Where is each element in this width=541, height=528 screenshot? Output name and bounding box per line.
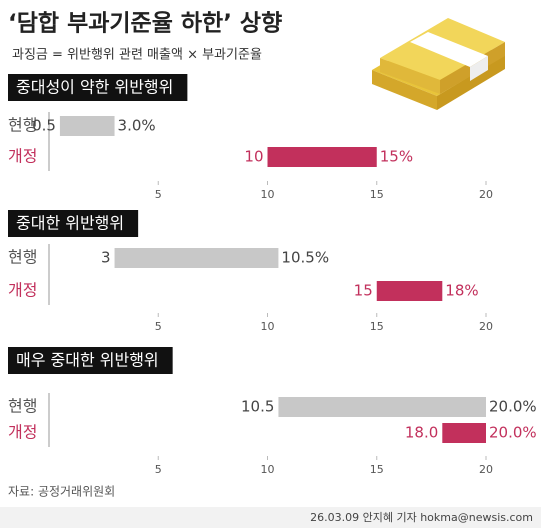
range-bar	[376, 281, 443, 301]
high-label: 15%	[380, 148, 413, 166]
low-label: 0.5	[32, 117, 56, 135]
x-tick-label: 15	[370, 188, 384, 201]
row-label: 개정	[8, 281, 37, 300]
panel-title: 매우 중대한 위반행위	[16, 351, 159, 370]
title: ‘담합 부과기준율 하한’ 상향	[8, 11, 282, 37]
x-tick-label: 10	[261, 463, 275, 476]
money-icon	[372, 18, 505, 110]
low-label: 10	[244, 148, 263, 166]
source: 자료: 공정거래위원회	[8, 485, 115, 499]
footer-bar	[0, 507, 541, 528]
high-label: 20.0%	[489, 398, 537, 416]
low-label: 3	[101, 249, 111, 267]
panel-title: 중대성이 약한 위반행위	[16, 78, 173, 97]
panel-title-box	[8, 74, 188, 101]
high-label: 10.5%	[281, 249, 329, 267]
x-tick-label: 5	[155, 188, 162, 201]
panel-title-box	[8, 347, 173, 374]
x-tick-label: 20	[479, 463, 493, 476]
range-bar	[267, 147, 377, 167]
range-bar	[442, 423, 486, 443]
row-label: 현행	[8, 248, 37, 267]
high-label: 20.0%	[489, 424, 537, 442]
credit: 26.03.09 안지혜 기자 hokma@newsis.com	[310, 511, 533, 524]
high-label: 3.0%	[118, 117, 156, 135]
range-bar	[59, 116, 115, 136]
x-tick-label: 10	[261, 188, 275, 201]
x-tick-label: 20	[479, 188, 493, 201]
x-tick-label: 15	[370, 320, 384, 333]
range-bar	[114, 248, 279, 268]
row-label: 개정	[8, 423, 37, 442]
x-tick-label: 5	[155, 463, 162, 476]
row-label: 개정	[8, 147, 37, 166]
range-bar	[278, 397, 486, 417]
panel-title-box	[8, 210, 139, 237]
x-tick-label: 20	[479, 320, 493, 333]
x-tick-label: 15	[370, 463, 384, 476]
panel-title: 중대한 위반행위	[16, 214, 124, 233]
subtitle: 과징금 = 위반행위 관련 매출액 × 부과기준율	[12, 47, 262, 63]
high-label: 18%	[445, 282, 478, 300]
row-label: 현행	[8, 116, 37, 135]
x-tick-label: 10	[261, 320, 275, 333]
low-label: 10.5	[241, 398, 274, 416]
x-tick-label: 5	[155, 320, 162, 333]
row-label: 현행	[8, 397, 37, 416]
low-label: 15	[354, 282, 373, 300]
low-label: 18.0	[405, 424, 438, 442]
